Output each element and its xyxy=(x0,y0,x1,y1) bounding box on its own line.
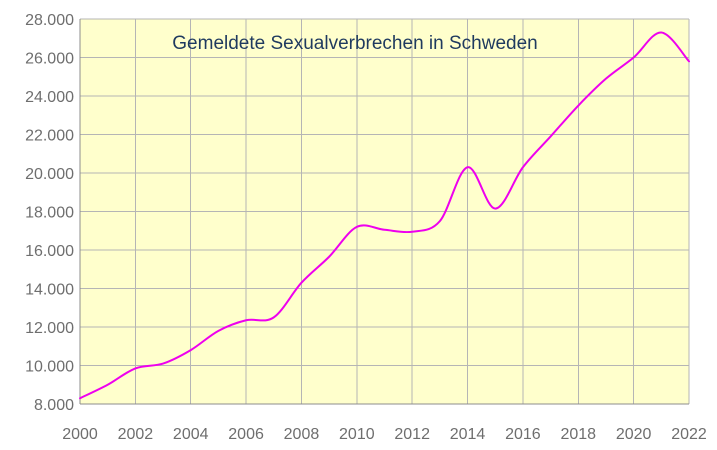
chart-title: Gemeldete Sexualverbrechen in Schweden xyxy=(172,33,537,54)
y-tick-label: 26.000 xyxy=(25,51,74,68)
y-tick-label: 20.000 xyxy=(25,166,74,183)
y-tick-label: 16.000 xyxy=(25,243,74,260)
x-tick-label: 2020 xyxy=(616,426,652,443)
x-tick-label: 2014 xyxy=(450,426,486,443)
series-line xyxy=(79,31,690,400)
x-tick-label: 2000 xyxy=(62,426,98,443)
y-tick-label: 10.000 xyxy=(25,359,74,376)
x-tick-label: 2004 xyxy=(173,426,209,443)
y-tick-label: 24.000 xyxy=(25,89,74,106)
x-axis-tick-labels: 2000 2002 2004 2006 2008 2010 2012 2014 2016 2018… xyxy=(62,426,707,443)
x-tick-label: 2010 xyxy=(339,426,375,443)
x-tick-label: 2006 xyxy=(228,426,264,443)
series-layer xyxy=(79,31,690,400)
x-tick-label: 2002 xyxy=(118,426,154,443)
y-tick-label: 12.000 xyxy=(25,320,74,337)
y-axis-tick-labels: 8.000 10.000 12.000 14.000 16.000 18.000 20.00… xyxy=(25,12,74,414)
x-tick-label: 2016 xyxy=(505,426,541,443)
y-tick-label: 22.000 xyxy=(25,128,74,145)
grid-lines xyxy=(79,18,690,405)
x-tick-label: 2008 xyxy=(284,426,320,443)
y-tick-label: 14.000 xyxy=(25,282,74,299)
y-tick-label: 18.000 xyxy=(25,205,74,222)
y-tick-label: 8.000 xyxy=(34,397,74,414)
x-tick-label: 2018 xyxy=(560,426,596,443)
axes xyxy=(79,19,689,405)
x-tick-label: 2012 xyxy=(394,426,430,443)
y-tick-label: 28.000 xyxy=(25,12,74,29)
x-tick-label: 2022 xyxy=(671,426,707,443)
